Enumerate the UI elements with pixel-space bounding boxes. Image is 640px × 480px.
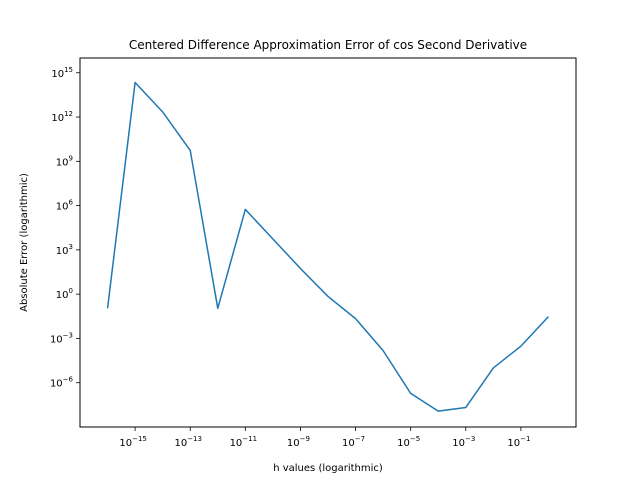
y-tick-label: 10−3 [50,331,73,345]
y-tick-label: 103 [56,243,73,257]
y-tick-label: 1015 [51,66,73,80]
series-line-0 [106,81,549,412]
axes-frame [79,57,577,428]
x-axis-label: h values (logarithmic) [273,463,383,474]
plot-area [106,81,549,412]
chart-title: Centered Difference Approximation Error … [129,38,527,52]
x-tick-label: 10−13 [174,435,202,449]
x-tick-label: 10−7 [342,435,365,449]
y-tick-label: 100 [56,287,73,301]
x-tick-label: 10−3 [452,435,475,449]
x-axis: 10−15 10−13 10−11 10−9 10−7 10−5 10−3 10−1 [119,427,530,449]
x-tick-label: 10−9 [287,435,310,449]
x-tick-label: 10−5 [397,435,420,449]
x-tick-label: 10−1 [507,435,530,449]
x-tick-label: 10−11 [230,435,258,449]
y-tick-label: 106 [56,199,74,213]
y-tick-label: 1012 [51,110,73,124]
y-axis: 1015 1012 109 106 103 100 10−3 10−6 [50,66,80,390]
y-tick-label: 10−6 [50,376,74,390]
y-axis-label: Absolute Error (logarithmic) [19,173,30,312]
x-tick-label: 10−15 [119,435,147,449]
y-tick-label: 109 [56,154,73,168]
